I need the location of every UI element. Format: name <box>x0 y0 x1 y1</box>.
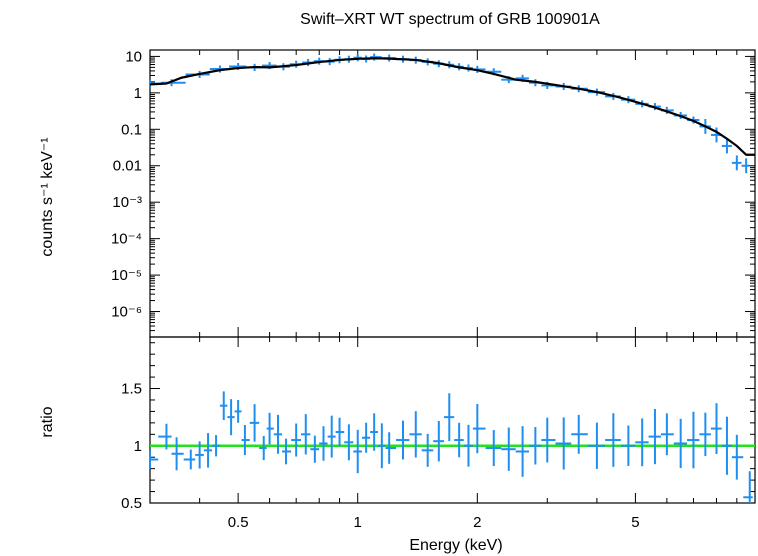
spectrum-data-point <box>721 138 732 154</box>
ratio-data-point <box>370 413 379 451</box>
ratio-data-point <box>620 425 636 466</box>
chart-title: Swift–XRT WT spectrum of GRB 100901A <box>300 11 600 28</box>
ratio-data-point <box>710 403 722 454</box>
ratio-data-point <box>472 403 486 454</box>
ratio-data-point <box>219 391 228 420</box>
x-tick-label: 1 <box>354 514 362 531</box>
ratio-data-point <box>571 414 588 454</box>
ratio-data-point <box>409 411 422 458</box>
ratio-data-point <box>158 423 172 450</box>
ratio-data-point <box>310 435 320 463</box>
ratio-data-point <box>721 416 732 475</box>
spectrum-y-tick-label: 10⁻⁶ <box>111 304 142 321</box>
ratio-data-point <box>171 437 184 471</box>
spectrum-data-point <box>731 155 742 171</box>
ratio-data-point <box>241 424 250 456</box>
ratio-data-point <box>249 404 260 442</box>
ratio-data-point <box>327 415 336 458</box>
ratio-data-point <box>541 417 556 463</box>
model-curve <box>149 57 755 156</box>
ratio-data-point <box>361 422 371 453</box>
ratio-data-point <box>234 400 242 423</box>
ratio-data-point <box>687 411 700 469</box>
ratio-data-point <box>344 424 354 461</box>
ratio-data-point <box>731 434 744 480</box>
ratio-data-point <box>605 413 621 467</box>
ratio-data-point <box>635 418 649 467</box>
ratio-panel-frame <box>149 336 756 504</box>
x-tick-label: 2 <box>473 514 481 531</box>
ratio-data-point <box>421 433 434 467</box>
ratio-data-point <box>335 417 345 447</box>
ratio-data-point <box>149 450 159 469</box>
ratio-data-point <box>660 413 674 456</box>
ratio-data-point <box>555 417 572 470</box>
spectrum-panel-frame <box>149 49 756 338</box>
ratio-data-point <box>528 427 542 465</box>
spectrum-y-tick-label: 10⁻³ <box>112 194 142 211</box>
x-axis-label: Energy (keV) <box>409 537 502 554</box>
spectrum-y-tick-label: 0.01 <box>113 158 142 175</box>
ratio-panel: 0.5 1 2 5 0.5 1 1.5 <box>121 336 756 531</box>
ratio-data-point <box>300 414 311 455</box>
bottom-y-axis-label: ratio <box>39 406 56 437</box>
ratio-data-point <box>183 449 196 470</box>
ratio-data-point <box>266 412 274 445</box>
ratio-data-point <box>673 418 688 469</box>
ratio-data-point <box>385 432 397 464</box>
ratio-data-point <box>227 399 235 436</box>
ratio-data-point <box>485 430 502 467</box>
ratio-data-point <box>282 438 292 465</box>
ratio-data-point <box>743 471 753 503</box>
ratio-y-tick-label: 0.5 <box>121 495 142 512</box>
ratio-data-point <box>444 393 455 442</box>
ratio-data-point <box>353 429 362 474</box>
ratio-data-point <box>273 414 283 454</box>
ratio-data-point <box>291 423 301 457</box>
ratio-data-point <box>501 427 516 471</box>
ratio-data-point <box>454 422 464 458</box>
x-tick-label: 0.5 <box>228 514 249 531</box>
ratio-data-point <box>396 420 410 460</box>
ratio-y-tick-label: 1 <box>134 438 142 455</box>
ratio-data-point <box>587 422 606 469</box>
ratio-data-point <box>515 426 529 477</box>
spectrum-data-point <box>741 158 750 174</box>
ratio-data-point <box>195 441 204 469</box>
spectrum-y-tick-label: 1 <box>134 85 142 102</box>
ratio-data-point <box>433 420 445 462</box>
x-tick-label: 5 <box>631 514 639 531</box>
top-y-axis-label: counts s⁻¹ keV⁻¹ <box>39 137 56 256</box>
ratio-y-tick-label: 1.5 <box>121 381 142 398</box>
ratio-data-point <box>259 435 267 461</box>
spectrum-y-tick-label: 10 <box>125 48 142 65</box>
ratio-data-point <box>378 423 386 469</box>
spectrum-y-tick-label: 0.1 <box>121 121 142 138</box>
ratio-data-point <box>699 412 711 456</box>
ratio-data-point <box>203 433 213 468</box>
ratio-data-point <box>648 409 661 465</box>
spectrum-data-point <box>370 53 382 61</box>
ratio-data-point <box>463 424 473 467</box>
spectrum-y-tick-label: 10⁻⁵ <box>111 267 142 284</box>
spectrum-panel: 10 1 0.1 0.01 10⁻³ 10⁻⁴ 10⁻⁵ 10⁻⁶ <box>111 48 756 338</box>
ratio-data-point <box>319 426 328 461</box>
spectrum-y-tick-label: 10⁻⁴ <box>111 231 142 248</box>
ratio-data-point <box>212 435 220 457</box>
